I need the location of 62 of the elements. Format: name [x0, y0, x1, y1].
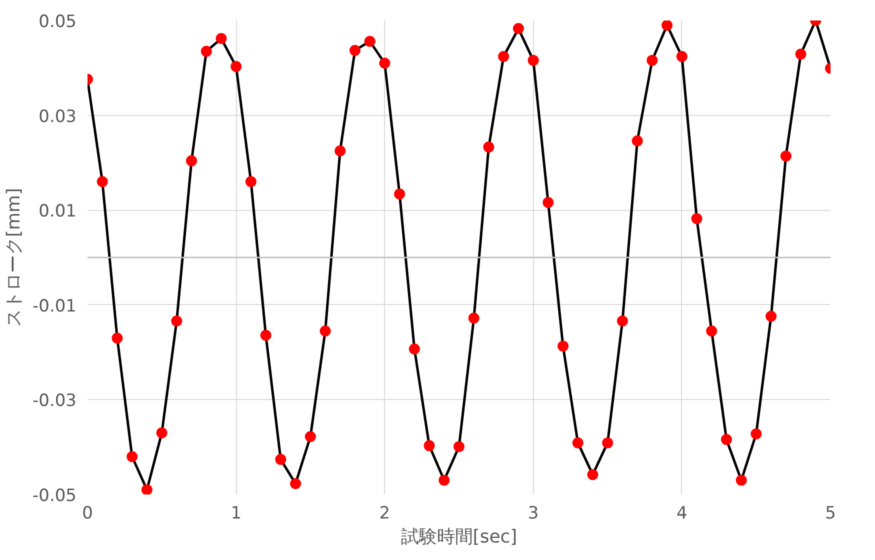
point [736, 474, 747, 486]
point [408, 343, 420, 354]
point [112, 332, 123, 344]
point [260, 330, 272, 341]
point [349, 44, 360, 56]
point [632, 135, 643, 146]
point [364, 36, 376, 47]
point [780, 150, 792, 162]
y-tick-label: 0.05 [38, 12, 77, 32]
x-axis-title: 試験時間[sec] [400, 526, 518, 548]
y-tick-label: 0.03 [38, 106, 77, 127]
x-tick-label: 3 [528, 504, 539, 524]
point [795, 48, 806, 60]
point [200, 46, 212, 57]
point [750, 428, 762, 440]
point [720, 434, 732, 446]
point [454, 441, 464, 452]
point [558, 340, 569, 352]
point [126, 451, 138, 462]
point [275, 454, 286, 465]
point [498, 51, 510, 62]
point [691, 213, 702, 224]
x-tick-label: 2 [379, 504, 390, 524]
point [290, 478, 302, 490]
point [424, 440, 435, 452]
point [587, 469, 598, 480]
point [334, 145, 346, 156]
point [171, 316, 182, 327]
point [438, 474, 450, 486]
point [572, 437, 584, 448]
point [602, 437, 614, 448]
point [468, 312, 480, 324]
point [766, 310, 777, 322]
point [230, 60, 242, 72]
point [156, 427, 168, 438]
point [245, 176, 256, 188]
point [186, 155, 198, 166]
point [542, 197, 554, 208]
y-axis-title: ストローク[mm] [4, 188, 25, 328]
point [216, 33, 227, 44]
point [528, 54, 539, 66]
point [646, 54, 658, 66]
x-tick-label: 4 [676, 504, 688, 524]
y-tick-label: -0.03 [32, 391, 77, 412]
point [662, 20, 673, 31]
point [379, 58, 390, 69]
point [320, 325, 331, 336]
x-tick-label: 5 [825, 504, 836, 524]
point [676, 51, 688, 62]
point [616, 316, 628, 327]
point [141, 484, 152, 494]
point [706, 325, 718, 336]
point [304, 431, 316, 442]
point [483, 142, 494, 153]
point [394, 188, 406, 200]
x-tick-label: 0 [82, 504, 93, 524]
point [96, 176, 108, 188]
x-tick-label: 1 [230, 504, 242, 524]
y-tick-label: -0.05 [32, 486, 77, 506]
point [512, 23, 524, 34]
y-tick-label: -0.01 [32, 296, 77, 316]
y-tick-label: 0.01 [38, 202, 77, 222]
